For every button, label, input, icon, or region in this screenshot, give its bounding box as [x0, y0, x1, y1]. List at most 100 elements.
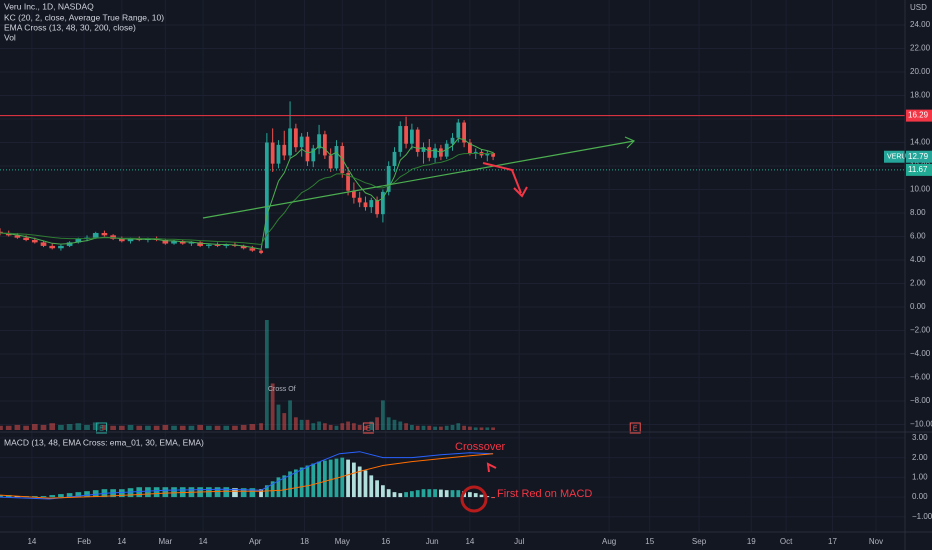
macd-histogram-bar: [433, 489, 437, 498]
volume-bar: [153, 425, 160, 430]
candle-body: [456, 122, 461, 138]
macd-histogram-bar: [404, 492, 408, 498]
candle-body: [127, 238, 134, 242]
price-label: 12.79: [908, 152, 929, 161]
volume-bar: [386, 417, 391, 430]
macd-histogram-bar: [456, 490, 461, 498]
y-tick-label: 4.00: [910, 255, 926, 264]
macd-histogram-bar: [214, 487, 221, 498]
macd-histogram-bar: [351, 462, 356, 498]
candle-body: [363, 202, 368, 208]
y-tick-label: −10.00: [910, 420, 932, 429]
macd-histogram-bar: [485, 496, 490, 498]
volume-bar: [118, 425, 125, 430]
candle-body: [311, 148, 316, 162]
price-label-box: [906, 163, 932, 176]
volume-bar: [456, 423, 461, 430]
y-tick-label: −8.00: [910, 396, 931, 405]
volume-bar: [5, 425, 12, 430]
earnings-label: E: [99, 425, 104, 432]
volume-bar: [171, 425, 177, 430]
macd-histogram-bar: [491, 497, 495, 499]
candle-body: [293, 128, 298, 148]
volume-bar: [410, 424, 414, 430]
volume-bar: [249, 424, 256, 430]
volume-bar: [334, 425, 339, 430]
candle-body: [276, 144, 281, 164]
candle-body: [462, 122, 466, 143]
price-label-box: [906, 150, 932, 163]
volume-bar: [340, 423, 345, 430]
candle-body: [214, 244, 221, 246]
candle-body: [305, 136, 310, 162]
macd-histogram-bar: [31, 496, 38, 498]
volume-bar: [444, 425, 449, 430]
volume-bar: [415, 425, 420, 430]
macd-histogram-bar: [439, 489, 443, 498]
macd-tick-label: 0.00: [912, 492, 928, 501]
candle-body: [375, 200, 379, 215]
volume-bar: [264, 320, 269, 430]
volume-bar: [276, 404, 281, 430]
macd-histogram-bar: [346, 459, 350, 498]
macd-histogram-bar: [468, 492, 472, 498]
macd-histogram-bar: [380, 485, 385, 498]
y-tick-label: 2.00: [910, 279, 926, 288]
y-tick-label: −2.00: [910, 326, 931, 335]
candle-body: [386, 166, 391, 192]
candle-body: [299, 136, 304, 148]
volume-bar: [317, 421, 321, 430]
candle-body: [369, 200, 374, 208]
macd-histogram-bar: [171, 487, 177, 498]
candle-body: [351, 190, 356, 198]
candle-body: [433, 148, 437, 158]
y-tick-label: −4.00: [910, 349, 931, 358]
x-tick-label: 18: [300, 537, 309, 546]
macd-histogram-bar: [223, 487, 230, 498]
candle-body: [485, 153, 490, 156]
macd-histogram-bar: [66, 493, 73, 498]
down-arrow: [482, 162, 528, 198]
macd-tick-label: 2.00: [912, 453, 928, 462]
candle-body: [92, 232, 99, 238]
macd-histogram-bar: [473, 493, 478, 498]
x-tick-label: Sep: [692, 537, 707, 546]
macd-histogram-bar: [392, 492, 397, 498]
candle-body: [101, 232, 108, 236]
y-tick-label: 0.00: [910, 302, 926, 311]
macd-histogram-bar: [270, 481, 275, 498]
y-tick-label: 24.00: [910, 20, 931, 29]
indicator-label: EMA Cross (13, 48, 30, 200, close): [4, 22, 136, 32]
candle-body: [450, 137, 455, 144]
volume-bar: [136, 425, 143, 430]
macd-histogram-bar: [444, 490, 449, 498]
x-tick-label: Aug: [602, 537, 616, 546]
volume-bar: [491, 427, 495, 430]
volume-bar: [282, 413, 287, 430]
candle-body: [118, 238, 125, 242]
macd-histogram-bar: [136, 487, 143, 498]
candle-body: [240, 245, 247, 249]
macd-histogram-bar: [410, 491, 414, 498]
x-tick-label: Jun: [426, 537, 439, 546]
macd-tick-label: 3.00: [912, 433, 928, 442]
volume-bar: [101, 424, 108, 430]
macd-histogram-bar: [276, 477, 281, 498]
volume-bar: [49, 423, 56, 430]
price-label: 11.67: [908, 165, 928, 174]
y-tick-label: 22.00: [910, 44, 931, 53]
macd-histogram-bar: [311, 463, 316, 498]
macd-line: [0, 451, 494, 500]
candle-body: [259, 250, 263, 253]
annotation: Crossover: [455, 441, 505, 453]
candle-body: [0, 231, 3, 233]
macd-histogram-bar: [282, 475, 287, 498]
volume-bar: [357, 424, 362, 430]
x-tick-label: 19: [747, 537, 756, 546]
candle-body: [427, 147, 432, 158]
volume-bar: [375, 417, 379, 430]
volume-bar: [328, 424, 333, 430]
y-tick-label: 20.00: [910, 67, 931, 76]
candle-body: [179, 241, 186, 244]
candle-body: [334, 146, 339, 169]
